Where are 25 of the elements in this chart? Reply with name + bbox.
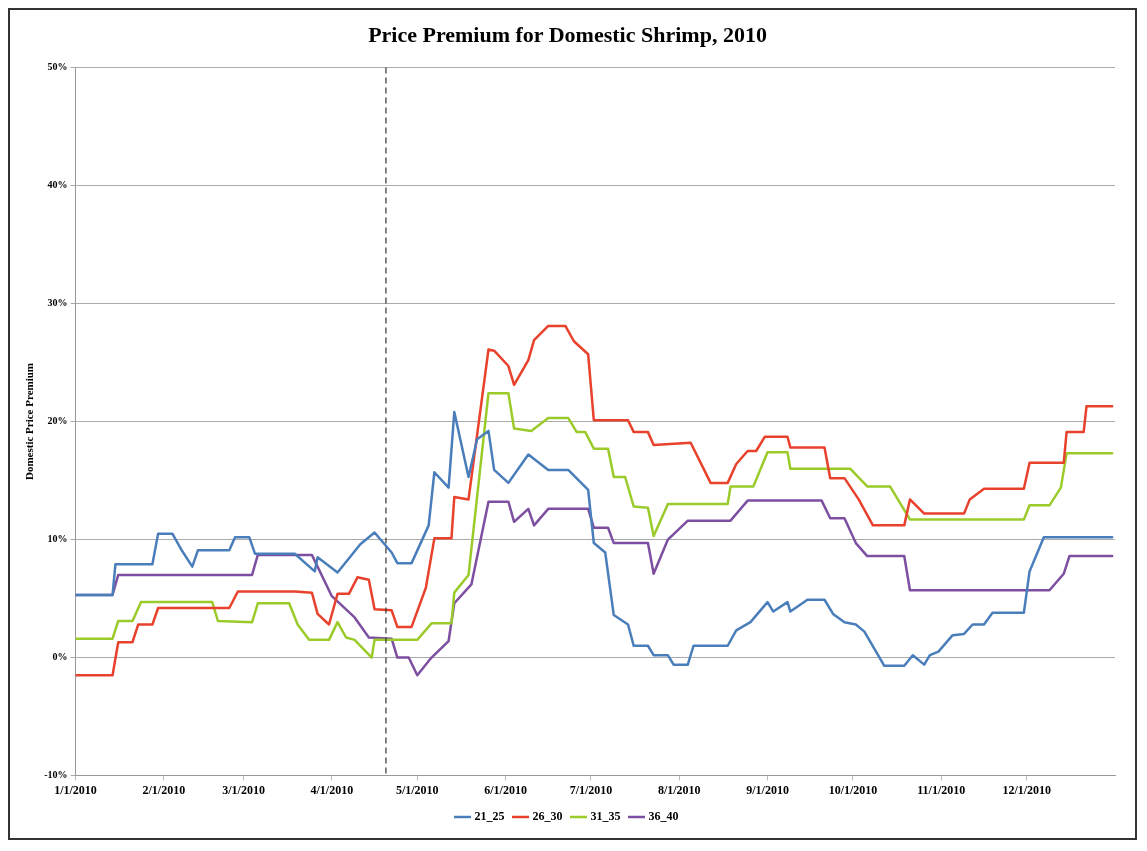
x-tick-label: 5/1/2010 bbox=[395, 782, 439, 797]
y-tick-label: 0% bbox=[52, 651, 68, 663]
y-tick-label: 50% bbox=[47, 60, 68, 72]
x-tick-label: 11/1/2010 bbox=[917, 782, 966, 797]
y-tick-label: 20% bbox=[47, 415, 68, 427]
x-tick-label: 3/1/2010 bbox=[222, 782, 265, 797]
legend-label: 26_30 bbox=[532, 809, 563, 824]
x-tick-label: 2/1/2010 bbox=[142, 782, 186, 797]
x-tick-label: 4/1/2010 bbox=[310, 782, 354, 797]
x-tick-label: 10/1/2010 bbox=[828, 782, 878, 797]
x-tick-label: 9/1/2010 bbox=[746, 782, 789, 797]
y-axis-title: Domestic Price Premium bbox=[23, 362, 36, 481]
x-tick-label: 8/1/2010 bbox=[657, 782, 701, 797]
y-tick-label: 30% bbox=[47, 297, 68, 309]
x-tick-label: 7/1/2010 bbox=[569, 782, 613, 797]
chart-title: Price Premium for Domestic Shrimp, 2010 bbox=[368, 21, 767, 47]
x-tick-label: 6/1/2010 bbox=[484, 782, 527, 797]
x-tick-label: 1/1/2010 bbox=[54, 782, 97, 797]
x-tick-label: 12/1/2010 bbox=[1002, 782, 1052, 797]
legend-label: 36_40 bbox=[648, 809, 679, 824]
y-tick-label: -10% bbox=[44, 769, 68, 781]
y-tick-label: 40% bbox=[47, 179, 68, 191]
y-tick-label: 10% bbox=[47, 533, 68, 545]
legend-label: 31_35 bbox=[590, 809, 621, 824]
legend-label: 21_25 bbox=[474, 809, 505, 824]
